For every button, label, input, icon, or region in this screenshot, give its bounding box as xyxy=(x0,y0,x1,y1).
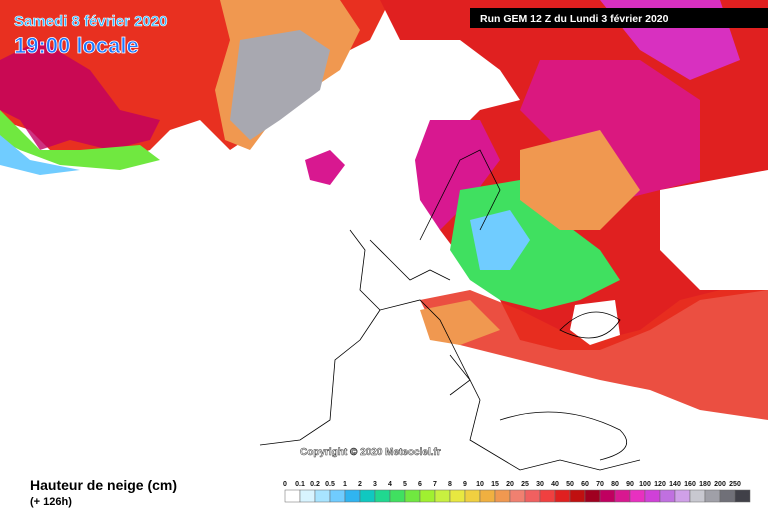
legend-swatch xyxy=(644,489,661,503)
legend-label: 5 xyxy=(403,481,407,488)
legend-lead: (+ 126h) xyxy=(30,496,72,508)
legend-label: 90 xyxy=(626,481,634,488)
legend-label: 80 xyxy=(611,481,619,488)
legend-swatch xyxy=(569,489,586,503)
legend-label: 0.5 xyxy=(325,481,335,488)
legend-label: 250 xyxy=(729,481,741,488)
legend-swatch xyxy=(329,489,346,503)
legend-label: 60 xyxy=(581,481,589,488)
legend-swatch xyxy=(374,489,391,503)
time-label: 19:00 locale xyxy=(14,33,139,58)
legend-swatch xyxy=(659,489,676,503)
legend-swatch xyxy=(419,489,436,503)
date-label: Samedi 8 février 2020 xyxy=(14,13,167,30)
legend-label: 4 xyxy=(388,481,392,488)
legend-swatch xyxy=(734,489,751,503)
legend-swatch xyxy=(494,489,511,503)
legend-label: 70 xyxy=(596,481,604,488)
legend-swatch xyxy=(704,489,721,503)
legend-label: 180 xyxy=(699,481,711,488)
legend-label: 120 xyxy=(654,481,666,488)
legend-swatch xyxy=(554,489,571,503)
legend-label: 3 xyxy=(373,481,377,488)
legend-swatch xyxy=(614,489,631,503)
legend-swatch xyxy=(284,489,301,503)
legend-swatch xyxy=(584,489,601,503)
legend-label: 6 xyxy=(418,481,422,488)
legend-swatch xyxy=(299,489,316,503)
legend-swatch xyxy=(434,489,451,503)
legend-swatch xyxy=(689,489,706,503)
legend-label: 50 xyxy=(566,481,574,488)
legend-label: 200 xyxy=(714,481,726,488)
legend-label: 30 xyxy=(536,481,544,488)
run-banner xyxy=(470,8,768,28)
snow-fields xyxy=(0,0,768,420)
legend-label: 7 xyxy=(433,481,437,488)
legend-swatch xyxy=(464,489,481,503)
run-label: Run GEM 12 Z du Lundi 3 février 2020 xyxy=(480,13,669,25)
legend-label: 0.1 xyxy=(295,481,305,488)
legend-label: 0.2 xyxy=(310,481,320,488)
legend-label: 100 xyxy=(639,481,651,488)
legend-swatch xyxy=(404,489,421,503)
legend-label: 140 xyxy=(669,481,681,488)
legend-swatch xyxy=(449,489,466,503)
legend-swatch xyxy=(314,489,331,503)
legend-label: 0 xyxy=(283,481,287,488)
legend-title: Hauteur de neige (cm) xyxy=(30,477,177,493)
legend-label: 2 xyxy=(358,481,362,488)
legend-swatch xyxy=(509,489,526,503)
legend-label: 8 xyxy=(448,481,452,488)
legend-label: 15 xyxy=(491,481,499,488)
legend-swatch xyxy=(479,489,496,503)
legend-label: 20 xyxy=(506,481,514,488)
legend-swatch xyxy=(719,489,736,503)
legend-label: 1 xyxy=(343,481,347,488)
legend-swatch xyxy=(599,489,616,503)
legend-label: 10 xyxy=(476,481,484,488)
legend-swatch xyxy=(539,489,556,503)
coastlines xyxy=(259,149,641,471)
legend-swatch xyxy=(389,489,406,503)
legend-swatch xyxy=(524,489,541,503)
legend-swatch xyxy=(344,489,361,503)
legend-label: 9 xyxy=(463,481,467,488)
legend-swatch xyxy=(629,489,646,503)
legend-swatch xyxy=(359,489,376,503)
legend-label: 40 xyxy=(551,481,559,488)
copyright: Copyright © 2020 Meteociel.fr xyxy=(300,447,441,458)
legend: 0 0.1 0.2 0.5 1 2 3 4 5 6 7 8 9 10 15 20 25 30 40 50 60 70 80 9… xyxy=(283,481,751,503)
legend-label: 160 xyxy=(684,481,696,488)
legend-swatch xyxy=(674,489,691,503)
legend-label: 25 xyxy=(521,481,529,488)
